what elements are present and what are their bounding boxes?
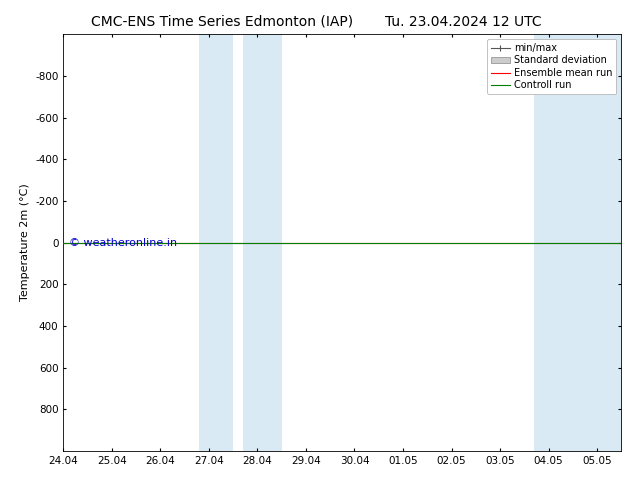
Bar <box>534 34 621 451</box>
Text: © weatheronline.in: © weatheronline.in <box>69 238 177 247</box>
Bar <box>199 34 233 451</box>
Bar <box>243 34 281 451</box>
Text: CMC-ENS Time Series Edmonton (IAP): CMC-ENS Time Series Edmonton (IAP) <box>91 15 353 29</box>
Y-axis label: Temperature 2m (°C): Temperature 2m (°C) <box>20 184 30 301</box>
Legend: min/max, Standard deviation, Ensemble mean run, Controll run: min/max, Standard deviation, Ensemble me… <box>487 39 616 94</box>
Text: Tu. 23.04.2024 12 UTC: Tu. 23.04.2024 12 UTC <box>384 15 541 29</box>
